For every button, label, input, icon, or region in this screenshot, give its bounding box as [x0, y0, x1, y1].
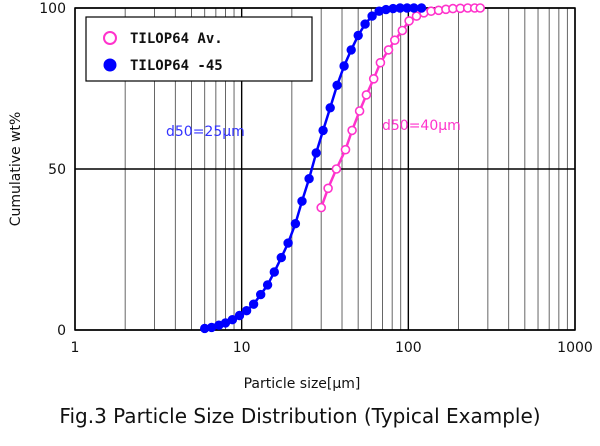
data-point — [475, 3, 486, 13]
legend-marker-open-circle — [103, 31, 117, 45]
y-tick-label: 50 — [48, 162, 66, 178]
data-point — [340, 144, 351, 155]
data-point — [316, 202, 327, 213]
data-point — [269, 267, 279, 277]
y-tick-labels: 0 50 100 — [39, 1, 66, 339]
data-point — [323, 183, 333, 194]
data-point — [227, 315, 238, 325]
data-point — [354, 106, 365, 116]
data-point — [353, 30, 363, 41]
d50-annotation-series-45: d50=25μm — [166, 124, 245, 140]
x-tick-labels: 1 10 100 1000 — [71, 340, 593, 356]
x-tick-label: 10 — [233, 340, 251, 356]
y-tick-label: 0 — [57, 323, 66, 339]
legend-label-tilop64-av: TILOP64 Av. — [130, 31, 223, 47]
data-point — [347, 125, 357, 136]
data-point — [397, 25, 408, 36]
series-tilop64-45 — [200, 3, 427, 334]
data-point — [361, 90, 372, 100]
data-point — [367, 11, 377, 21]
data-point — [360, 19, 370, 29]
data-point — [311, 148, 321, 158]
x-tick-label: 100 — [395, 340, 422, 356]
x-axis-title: Particle size[μm] — [244, 376, 361, 392]
series-tilop64-av — [316, 3, 486, 213]
data-point — [241, 306, 252, 316]
x-tick-label: 1000 — [557, 340, 593, 356]
particle-size-chart: 1 10 100 1000 0 50 100 Particle size[μm] Cumu… — [8, 1, 593, 392]
data-point — [339, 61, 349, 71]
data-point — [234, 310, 245, 321]
series-layer — [200, 3, 486, 334]
figure-caption: Fig.3 Particle Size Distribution (Typica… — [59, 404, 541, 428]
d50-annotation-series-av: d50=40μm — [382, 118, 461, 134]
data-point — [318, 125, 328, 136]
legend-label-tilop64-45: TILOP64 -45 — [130, 58, 223, 74]
data-point — [404, 16, 414, 26]
data-point — [331, 164, 342, 174]
data-point — [368, 74, 379, 84]
y-axis-title: Cumulative wt% — [8, 112, 24, 227]
data-point — [346, 45, 356, 55]
data-point — [416, 3, 427, 13]
data-point — [304, 174, 314, 184]
plot-frame — [74, 7, 576, 331]
data-point — [325, 103, 335, 113]
legend-marker-filled-circle — [103, 58, 117, 72]
data-point — [283, 238, 293, 248]
data-point — [383, 45, 394, 55]
data-point — [290, 219, 301, 229]
legend-box — [85, 16, 313, 82]
data-point — [256, 289, 266, 300]
data-point — [332, 80, 342, 91]
x-tick-label: 1 — [71, 340, 80, 356]
data-point — [375, 57, 386, 68]
data-point — [248, 299, 259, 309]
data-point — [297, 196, 307, 206]
data-point — [262, 280, 273, 290]
legend: TILOP64 Av. TILOP64 -45 — [85, 16, 313, 82]
y-tick-label: 100 — [39, 1, 66, 17]
data-point — [389, 35, 400, 46]
data-point — [276, 252, 286, 263]
